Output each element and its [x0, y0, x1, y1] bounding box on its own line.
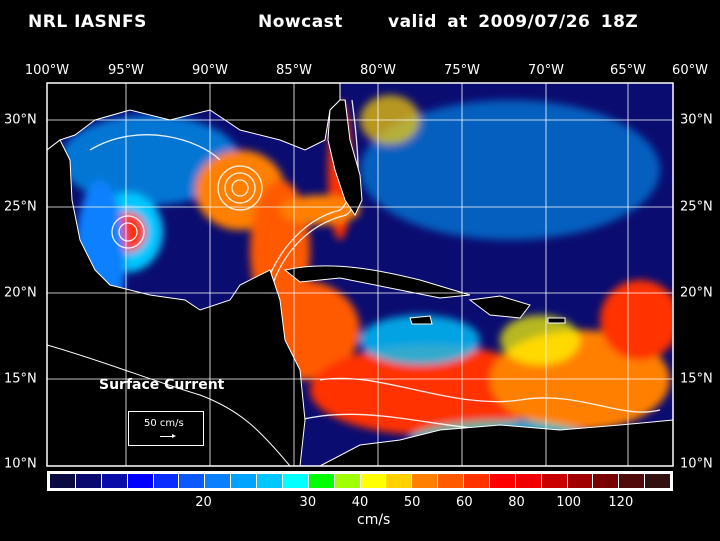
colorbar-cell — [75, 474, 101, 488]
lon-label: 75°W — [444, 63, 480, 78]
lon-label: 100°W — [24, 63, 70, 78]
scale-vector-box: 50 cm/s — [128, 411, 204, 446]
lat-label-left: 25°N — [4, 199, 37, 215]
lat-label-right: 20°N — [680, 285, 713, 301]
colorbar-cell — [619, 474, 645, 488]
lat-label-right: 25°N — [680, 199, 713, 215]
lon-label: 85°W — [276, 63, 312, 78]
south-america — [319, 419, 673, 466]
scale-label: 50 cm/s — [144, 418, 184, 429]
lat-label-left: 10°N — [4, 456, 37, 472]
lon-label: 60°W — [672, 63, 708, 78]
colorbar-tick-label: 20 — [195, 495, 212, 510]
product-title: Nowcast — [258, 12, 343, 32]
colorbar-cell — [464, 474, 489, 488]
colorbar-cell — [438, 474, 463, 488]
grid-lines — [47, 83, 673, 466]
colorbar-tick-label: 120 — [608, 495, 634, 510]
colorbar-cell — [308, 474, 334, 488]
colorbar-tick-label: 30 — [299, 495, 317, 510]
lat-label-left: 20°N — [4, 285, 37, 301]
lon-label: 70°W — [528, 63, 564, 78]
lat-label-left: 15°N — [4, 371, 37, 387]
map-frame — [46, 82, 674, 467]
lon-label: 95°W — [108, 63, 144, 78]
lat-label-left: 30°N — [4, 112, 37, 128]
florida — [327, 99, 363, 217]
colorbar-cell — [205, 474, 231, 488]
land — [47, 83, 673, 466]
colorbar-cell — [282, 474, 308, 488]
colorbar-tick-label: 100 — [556, 495, 582, 510]
colorbar-cell — [386, 474, 412, 488]
colorbar-cell — [515, 474, 541, 488]
colorbar-tick-label: 40 — [351, 495, 369, 510]
colorbar-cell — [593, 474, 619, 488]
field-label: Surface Current — [99, 377, 225, 393]
colorbar-cell — [567, 474, 593, 488]
colorbar-cell — [257, 474, 282, 488]
colorbar-cell — [179, 474, 205, 488]
colorbar-cell — [101, 474, 127, 488]
colorbar-cell — [153, 474, 179, 488]
jamaica — [409, 315, 433, 325]
valid-time: valid at 2009/07/26 18Z — [388, 12, 639, 32]
lon-label: 90°W — [192, 63, 228, 78]
colorbar-cell — [489, 474, 515, 488]
lon-label: 80°W — [360, 63, 396, 78]
colorbar-tick-label: 60 — [456, 495, 473, 510]
colorbar-cell — [645, 474, 670, 488]
colorbar-tick-label: 80 — [508, 495, 525, 510]
lat-label-right: 15°N — [680, 371, 713, 387]
puerto-rico — [547, 317, 566, 324]
colorbar-tick-label: 50 — [403, 495, 421, 510]
lon-label: 65°W — [610, 63, 646, 78]
colorbar-cell — [412, 474, 438, 488]
lat-label-right: 30°N — [680, 112, 713, 128]
colorbar-cell — [334, 474, 360, 488]
colorbar-units: cm/s — [357, 512, 391, 528]
scale-arrow-icon — [160, 434, 176, 438]
colorbar-cell — [127, 474, 153, 488]
colorbar-cell — [360, 474, 386, 488]
pacific-coastline — [47, 344, 291, 466]
hispaniola — [468, 295, 531, 319]
lat-label-right: 10°N — [680, 456, 713, 472]
colorbar-cell — [231, 474, 256, 488]
colorbar-cell — [50, 474, 75, 488]
source-title: NRL IASNFS — [28, 12, 147, 32]
colorbar — [47, 471, 673, 491]
colorbar-cell — [541, 474, 567, 488]
